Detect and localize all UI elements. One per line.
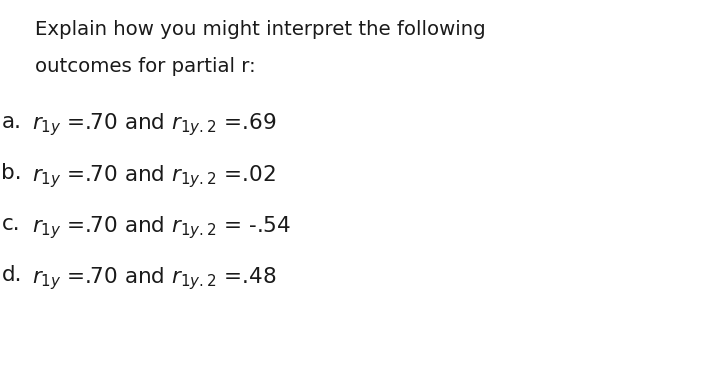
Text: d.: d. [1,265,22,285]
Text: b.: b. [1,163,22,183]
Text: c.: c. [1,214,20,234]
Text: $r_{1y}$ =.70 and $r_{1y.2}$ =.48: $r_{1y}$ =.70 and $r_{1y.2}$ =.48 [32,265,276,292]
Text: outcomes for partial r:: outcomes for partial r: [35,57,255,76]
Text: Explain how you might interpret the following: Explain how you might interpret the foll… [35,20,485,39]
Text: $r_{1y}$ =.70 and $r_{1y.2}$ =.02: $r_{1y}$ =.70 and $r_{1y.2}$ =.02 [32,163,275,190]
Text: $r_{1y}$ =.70 and $r_{1y.2}$ = -.54: $r_{1y}$ =.70 and $r_{1y.2}$ = -.54 [32,214,291,241]
Text: a.: a. [1,112,22,132]
Text: $r_{1y}$ =.70 and $r_{1y.2}$ =.69: $r_{1y}$ =.70 and $r_{1y.2}$ =.69 [32,112,276,138]
